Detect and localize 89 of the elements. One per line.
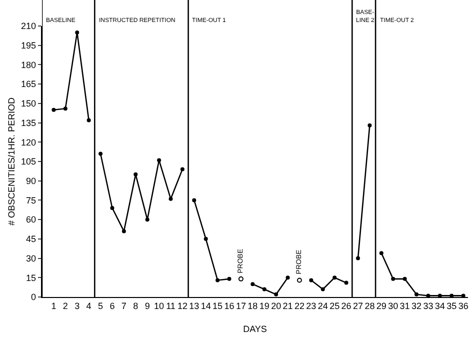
x-tick-label: 7 xyxy=(121,300,126,311)
x-tick-label: 28 xyxy=(364,300,375,311)
point xyxy=(309,278,314,282)
point xyxy=(52,108,56,112)
x-tick-label: 33 xyxy=(423,300,434,311)
point xyxy=(192,198,196,202)
point xyxy=(274,292,278,296)
x-tick-label: 25 xyxy=(330,300,340,311)
x-tick-label: 31 xyxy=(400,300,410,311)
point xyxy=(216,278,220,282)
point xyxy=(450,294,454,297)
point xyxy=(168,196,173,201)
point xyxy=(438,294,442,297)
point xyxy=(391,276,396,281)
y-tick-label: 165 xyxy=(21,79,36,90)
point xyxy=(134,172,138,176)
x-tick-label: 22 xyxy=(294,300,304,311)
point xyxy=(344,280,348,285)
point xyxy=(180,167,184,172)
x-tick-label: 6 xyxy=(110,300,115,311)
point xyxy=(379,251,384,256)
y-tick-label: 135 xyxy=(21,118,36,128)
x-tick-label: 23 xyxy=(306,300,316,311)
x-tick-label: 5 xyxy=(98,300,104,311)
point xyxy=(296,278,302,283)
y-tick-label: 0 xyxy=(31,292,36,302)
x-tick-label: 27 xyxy=(352,300,363,311)
x-tick-label: 4 xyxy=(86,300,92,311)
point xyxy=(86,118,91,122)
point xyxy=(145,218,150,222)
x-tick-label: 14 xyxy=(200,300,211,311)
y-tick-label: 195 xyxy=(21,40,36,51)
point xyxy=(286,276,290,280)
x-tick-label: 19 xyxy=(259,300,270,311)
x-tick-label: 9 xyxy=(144,300,150,311)
y-tick-label: 120 xyxy=(21,137,36,148)
point xyxy=(461,294,466,297)
x-tick-label: 17 xyxy=(236,300,246,311)
y-tick-label: 210 xyxy=(21,21,36,32)
point xyxy=(262,287,266,292)
y-tick-label: 90 xyxy=(26,176,36,186)
point xyxy=(332,276,337,280)
y-axis-title: # OBSCENITIES/1HR. PERIOD xyxy=(6,96,16,226)
y-tick-label: 75 xyxy=(26,195,36,206)
point xyxy=(157,158,162,162)
point xyxy=(122,229,126,234)
point xyxy=(368,123,372,128)
x-tick-label: 26 xyxy=(341,300,352,311)
point xyxy=(320,287,325,292)
x-tick-label: 16 xyxy=(224,300,234,311)
y-tick-label: 105 xyxy=(21,156,36,167)
x-tick-label: 35 xyxy=(446,300,457,311)
x-tick-label: 29 xyxy=(376,300,386,311)
x-tick-label: 2 xyxy=(62,300,68,311)
x-tick-label: 34 xyxy=(434,300,445,311)
x-tick-label: 3 xyxy=(74,300,80,311)
point xyxy=(204,236,208,241)
point xyxy=(75,30,80,34)
x-tick-label: 36 xyxy=(458,300,468,311)
x-tick-label: 1 xyxy=(51,300,56,311)
point xyxy=(250,282,255,286)
x-axis-title: DAYS xyxy=(243,324,267,334)
x-tick-label: 24 xyxy=(318,300,328,311)
point xyxy=(414,292,419,296)
x-tick-label: 21 xyxy=(282,300,293,311)
x-tick-label: 10 xyxy=(154,300,164,311)
x-tick-label: 12 xyxy=(177,300,188,311)
y-tick-label: 30 xyxy=(26,253,36,264)
y-tick-label: 60 xyxy=(26,214,36,225)
point xyxy=(227,276,232,281)
y-tick-label: 180 xyxy=(21,60,36,70)
point xyxy=(98,152,103,156)
x-tick-label: 18 xyxy=(248,300,258,311)
y-tick-label: 150 xyxy=(21,98,36,109)
point xyxy=(402,276,407,281)
point xyxy=(110,206,114,210)
x-tick-label: 15 xyxy=(212,300,223,311)
x-tick-label: 8 xyxy=(133,300,138,311)
x-tick-label: 13 xyxy=(189,300,200,311)
x-tick-label: 11 xyxy=(166,300,176,311)
x-tick-label: 20 xyxy=(271,300,282,311)
y-tick-label: 45 xyxy=(26,234,36,244)
x-tick-label: 32 xyxy=(412,300,422,311)
point xyxy=(356,256,360,260)
point xyxy=(238,276,244,282)
point xyxy=(63,106,68,111)
y-tick-label: 15 xyxy=(26,272,36,283)
point xyxy=(426,294,430,297)
x-tick-label: 30 xyxy=(388,300,398,311)
